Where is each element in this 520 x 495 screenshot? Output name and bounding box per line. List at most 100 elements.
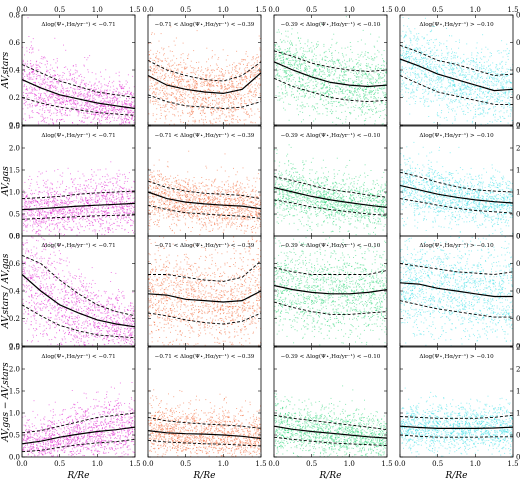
scatter-point bbox=[111, 110, 113, 111]
scatter-point bbox=[440, 87, 442, 88]
scatter-point bbox=[236, 65, 238, 66]
scatter-point bbox=[501, 85, 503, 87]
scatter-point bbox=[205, 75, 207, 77]
scatter-point bbox=[110, 86, 112, 88]
scatter-point bbox=[126, 100, 128, 102]
scatter-point bbox=[496, 100, 498, 102]
scatter-point bbox=[274, 59, 276, 61]
scatter-point bbox=[61, 101, 63, 103]
scatter-point bbox=[155, 81, 157, 83]
scatter-point bbox=[242, 59, 244, 61]
scatter-point bbox=[501, 65, 503, 67]
scatter-point bbox=[369, 116, 371, 118]
scatter-point bbox=[496, 120, 498, 122]
scatter-point bbox=[48, 72, 50, 74]
scatter-point bbox=[206, 70, 208, 72]
scatter-point bbox=[188, 53, 190, 55]
scatter-point bbox=[57, 95, 59, 97]
scatter-point bbox=[284, 96, 286, 98]
scatter-point bbox=[185, 94, 187, 96]
scatter-point bbox=[505, 86, 507, 88]
scatter-point bbox=[170, 26, 172, 28]
scatter-point bbox=[313, 106, 315, 108]
scatter-point bbox=[200, 70, 202, 72]
scatter-point bbox=[149, 66, 151, 68]
scatter-point bbox=[230, 83, 232, 85]
scatter-point bbox=[428, 91, 430, 93]
scatter-point bbox=[461, 82, 463, 84]
scatter-point bbox=[115, 109, 116, 111]
scatter-point bbox=[321, 71, 323, 73]
scatter-point bbox=[220, 68, 222, 70]
scatter-point bbox=[470, 60, 472, 61]
scatter-point bbox=[294, 61, 296, 63]
scatter-point bbox=[361, 51, 363, 53]
scatter-point bbox=[453, 62, 455, 64]
scatter-point bbox=[360, 64, 361, 66]
scatter-point bbox=[59, 77, 61, 79]
scatter-point bbox=[309, 75, 311, 76]
scatter-point bbox=[417, 84, 419, 86]
scatter-point bbox=[74, 103, 76, 104]
scatter-point bbox=[333, 33, 335, 35]
scatter-point bbox=[99, 89, 101, 91]
scatter-point bbox=[281, 78, 283, 80]
scatter-point bbox=[339, 82, 341, 84]
scatter-point bbox=[279, 98, 281, 100]
scatter-point bbox=[312, 74, 314, 76]
scatter-point bbox=[297, 32, 299, 34]
scatter-point bbox=[378, 82, 379, 84]
scatter-point bbox=[31, 89, 33, 91]
scatter-point bbox=[343, 72, 345, 74]
scatter-point bbox=[358, 82, 360, 84]
scatter-point bbox=[210, 74, 212, 76]
scatter-point bbox=[256, 65, 258, 67]
scatter-point bbox=[31, 65, 33, 67]
scatter-point bbox=[125, 80, 127, 82]
scatter-point bbox=[186, 81, 188, 83]
scatter-point bbox=[186, 73, 188, 74]
scatter-point bbox=[96, 93, 98, 95]
scatter-point bbox=[69, 109, 70, 111]
scatter-point bbox=[109, 100, 111, 102]
scatter-point bbox=[257, 85, 259, 87]
scatter-point bbox=[209, 102, 211, 104]
scatter-point bbox=[232, 69, 233, 71]
scatter-point bbox=[30, 60, 32, 62]
scatter-point bbox=[278, 54, 280, 56]
scatter-point bbox=[238, 62, 240, 64]
scatter-point bbox=[179, 91, 180, 93]
scatter-point bbox=[84, 94, 86, 96]
scatter-point bbox=[222, 113, 224, 115]
scatter-point bbox=[196, 100, 198, 102]
scatter-point bbox=[280, 48, 282, 50]
scatter-point bbox=[250, 72, 252, 74]
scatter-point bbox=[282, 60, 284, 61]
scatter-point bbox=[368, 84, 370, 86]
scatter-point bbox=[446, 57, 448, 59]
scatter-point bbox=[84, 115, 86, 117]
scatter-point bbox=[370, 82, 372, 84]
scatter-point bbox=[428, 72, 430, 74]
scatter-point bbox=[419, 64, 421, 66]
scatter-point bbox=[329, 60, 331, 62]
scatter-point bbox=[239, 79, 241, 81]
scatter-point bbox=[340, 69, 342, 71]
scatter-point bbox=[312, 88, 314, 90]
scatter-point bbox=[204, 96, 206, 98]
scatter-point bbox=[337, 59, 339, 61]
scatter-point bbox=[318, 89, 320, 91]
scatter-point bbox=[45, 95, 47, 97]
scatter-point bbox=[80, 73, 82, 75]
scatter-point bbox=[315, 55, 317, 57]
scatter-point bbox=[126, 104, 128, 106]
scatter-point bbox=[320, 78, 322, 79]
scatter-point bbox=[258, 111, 260, 112]
scatter-point bbox=[248, 116, 250, 118]
scatter-point bbox=[72, 92, 74, 94]
scatter-point bbox=[73, 94, 75, 96]
scatter-point bbox=[288, 119, 290, 121]
scatter-point bbox=[53, 95, 55, 97]
scatter-point bbox=[490, 53, 492, 54]
scatter-point bbox=[172, 64, 174, 66]
